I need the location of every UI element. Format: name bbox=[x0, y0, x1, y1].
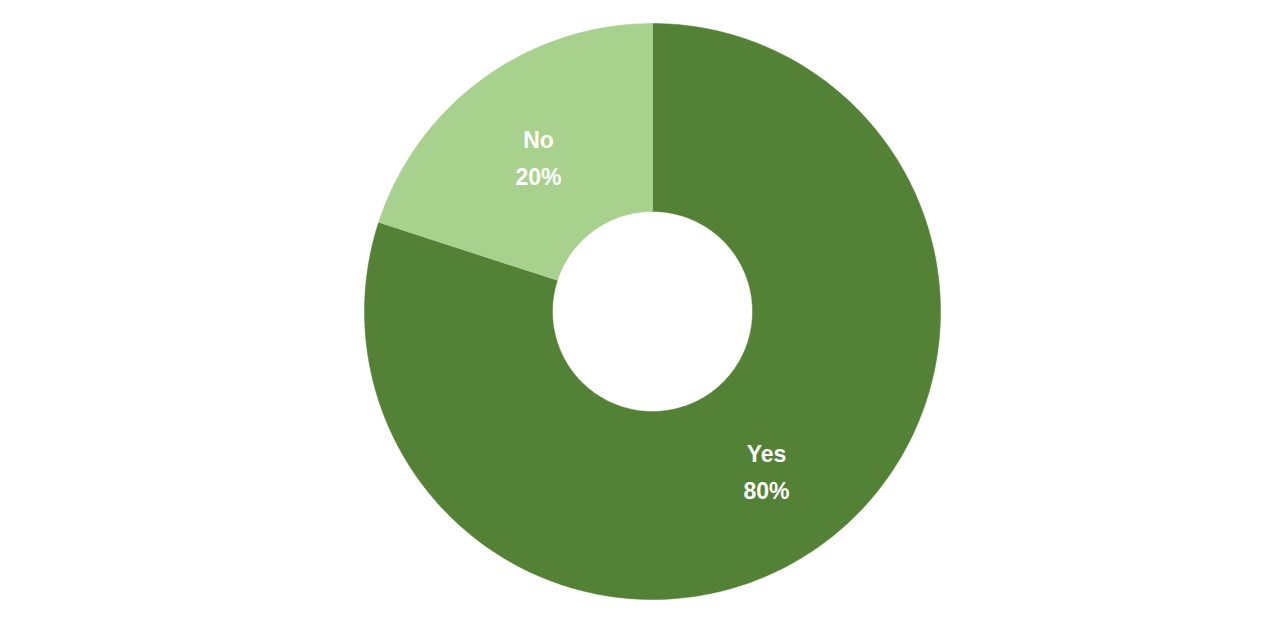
svg-text:No20%: No20% bbox=[515, 127, 561, 190]
svg-text:Yes80%: Yes80% bbox=[744, 441, 790, 504]
